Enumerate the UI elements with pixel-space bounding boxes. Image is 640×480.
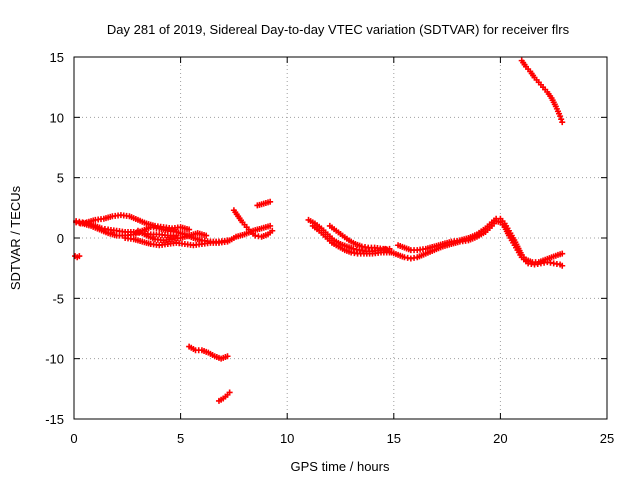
data-points <box>72 57 566 404</box>
series-segment-afternoon-c <box>326 222 387 252</box>
data-point <box>267 198 274 205</box>
data-point <box>269 227 276 234</box>
data-point <box>559 262 566 269</box>
data-point <box>203 232 210 239</box>
series-segment-morning-c <box>77 212 193 233</box>
data-point <box>76 253 83 260</box>
x-tick-label: 5 <box>177 431 184 446</box>
y-tick-label: 0 <box>57 231 64 246</box>
data-point <box>267 222 274 229</box>
series-segment-afternoon-e <box>382 218 566 269</box>
y-tick-label: -15 <box>45 412 64 427</box>
series-segment-morning-e <box>134 227 210 244</box>
series-segment-early-outlier <box>72 253 83 261</box>
tick-labels: 0 5 10 15 20 25 -15 -10 -5 0 5 10 15 <box>45 50 614 446</box>
data-point <box>559 250 566 257</box>
series-segment-negative-13 <box>215 389 233 404</box>
y-tick-label: 10 <box>50 110 64 125</box>
series-segment-short-9h <box>254 198 274 209</box>
y-axis-label: SDTVAR / TECUs <box>8 185 23 290</box>
y-tick-label: -5 <box>52 291 64 306</box>
series-segment-late-upper <box>518 57 566 126</box>
series-segment-rise-8h <box>230 207 276 240</box>
series-segment-afternoon-d <box>395 215 566 266</box>
y-tick-label: 5 <box>57 171 64 186</box>
x-tick-label: 20 <box>493 431 507 446</box>
data-point <box>557 113 564 120</box>
axis-ticks <box>73 56 608 420</box>
data-point <box>226 389 233 396</box>
data-point <box>224 353 231 360</box>
y-tick-label: -10 <box>45 352 64 367</box>
data-point <box>186 226 193 233</box>
x-axis-label: GPS time / hours <box>291 459 390 474</box>
series-segment-negative-9 <box>186 343 231 362</box>
x-tick-label: 15 <box>387 431 401 446</box>
data-point <box>558 116 565 123</box>
y-tick-label: 15 <box>50 50 64 65</box>
data-point <box>559 119 566 126</box>
series-segment-morning-d <box>122 222 274 249</box>
x-tick-label: 25 <box>600 431 614 446</box>
chart-title: Day 281 of 2019, Sidereal Day-to-day VTE… <box>107 22 570 37</box>
x-tick-label: 0 <box>70 431 77 446</box>
x-tick-label: 10 <box>280 431 294 446</box>
